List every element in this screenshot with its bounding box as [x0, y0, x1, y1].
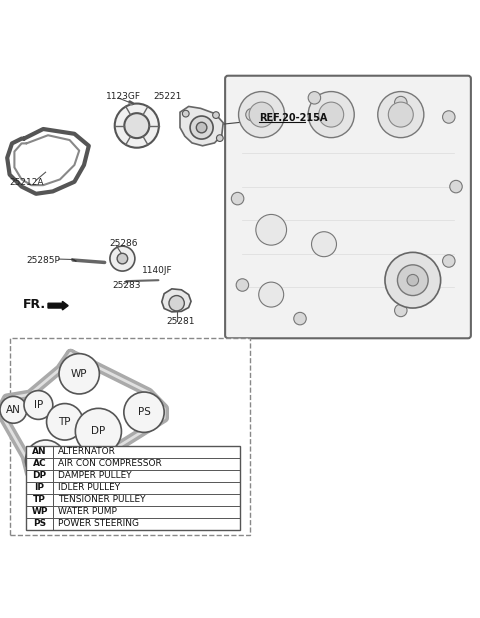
Text: AN: AN: [32, 447, 47, 456]
Text: TP: TP: [59, 417, 71, 427]
Circle shape: [249, 102, 274, 127]
Text: POWER STEERING: POWER STEERING: [58, 519, 139, 528]
Text: 25281: 25281: [166, 318, 194, 326]
Circle shape: [216, 135, 223, 142]
Text: 25212A: 25212A: [10, 178, 44, 187]
Circle shape: [47, 404, 83, 440]
Text: IP: IP: [35, 483, 45, 493]
Text: AC: AC: [33, 459, 47, 468]
Text: 25283: 25283: [113, 281, 141, 290]
Circle shape: [407, 274, 419, 286]
Circle shape: [190, 116, 213, 139]
Circle shape: [450, 180, 462, 193]
FancyBboxPatch shape: [225, 76, 471, 338]
Text: DP: DP: [33, 472, 47, 480]
Text: 25286: 25286: [109, 239, 138, 248]
Circle shape: [24, 391, 53, 420]
Circle shape: [397, 265, 428, 295]
Circle shape: [231, 192, 244, 205]
Text: AC: AC: [38, 455, 53, 465]
Polygon shape: [180, 106, 223, 146]
Text: WP: WP: [31, 507, 48, 516]
Text: 1123GF: 1123GF: [106, 92, 141, 101]
Circle shape: [124, 113, 149, 138]
Circle shape: [385, 252, 441, 308]
Circle shape: [246, 108, 258, 121]
Circle shape: [169, 295, 184, 311]
Circle shape: [294, 312, 306, 325]
Text: PS: PS: [138, 407, 150, 417]
Circle shape: [124, 392, 164, 433]
Text: DAMPER PULLEY: DAMPER PULLEY: [58, 472, 131, 480]
Circle shape: [25, 440, 66, 480]
Text: REF.20-215A: REF.20-215A: [259, 114, 327, 124]
FancyBboxPatch shape: [26, 446, 240, 530]
Text: WP: WP: [71, 369, 87, 379]
Circle shape: [395, 304, 407, 316]
Circle shape: [443, 111, 455, 123]
Circle shape: [59, 353, 99, 394]
Circle shape: [182, 110, 189, 117]
Text: DP: DP: [91, 426, 106, 436]
Text: FR.: FR.: [23, 298, 46, 311]
Circle shape: [115, 104, 159, 148]
Circle shape: [117, 253, 128, 264]
Circle shape: [110, 246, 135, 271]
Circle shape: [213, 112, 219, 119]
Text: TP: TP: [33, 495, 46, 504]
Text: AIR CON COMPRESSOR: AIR CON COMPRESSOR: [58, 459, 161, 468]
Circle shape: [308, 91, 354, 138]
Text: ALTERNATOR: ALTERNATOR: [58, 447, 116, 456]
Polygon shape: [162, 289, 191, 312]
Circle shape: [75, 408, 121, 454]
Text: TENSIONER PULLEY: TENSIONER PULLEY: [58, 495, 145, 504]
Text: WATER PUMP: WATER PUMP: [58, 507, 117, 516]
Circle shape: [443, 255, 455, 267]
Circle shape: [378, 91, 424, 138]
Text: AN: AN: [6, 405, 21, 415]
Circle shape: [259, 282, 284, 307]
Text: 25221: 25221: [154, 92, 182, 101]
Circle shape: [0, 396, 27, 423]
Circle shape: [395, 96, 407, 109]
Circle shape: [239, 91, 285, 138]
Text: IDLER PULLEY: IDLER PULLEY: [58, 483, 120, 493]
Text: PS: PS: [33, 519, 46, 528]
Circle shape: [319, 102, 344, 127]
Circle shape: [308, 91, 321, 104]
Text: IP: IP: [34, 400, 43, 410]
FancyBboxPatch shape: [10, 338, 250, 535]
Circle shape: [236, 279, 249, 291]
Circle shape: [196, 122, 207, 133]
Text: 1140JF: 1140JF: [142, 266, 172, 274]
Text: 25285P: 25285P: [26, 256, 60, 265]
Circle shape: [256, 214, 287, 245]
Circle shape: [312, 232, 336, 256]
Circle shape: [388, 102, 413, 127]
FancyArrow shape: [48, 302, 68, 310]
